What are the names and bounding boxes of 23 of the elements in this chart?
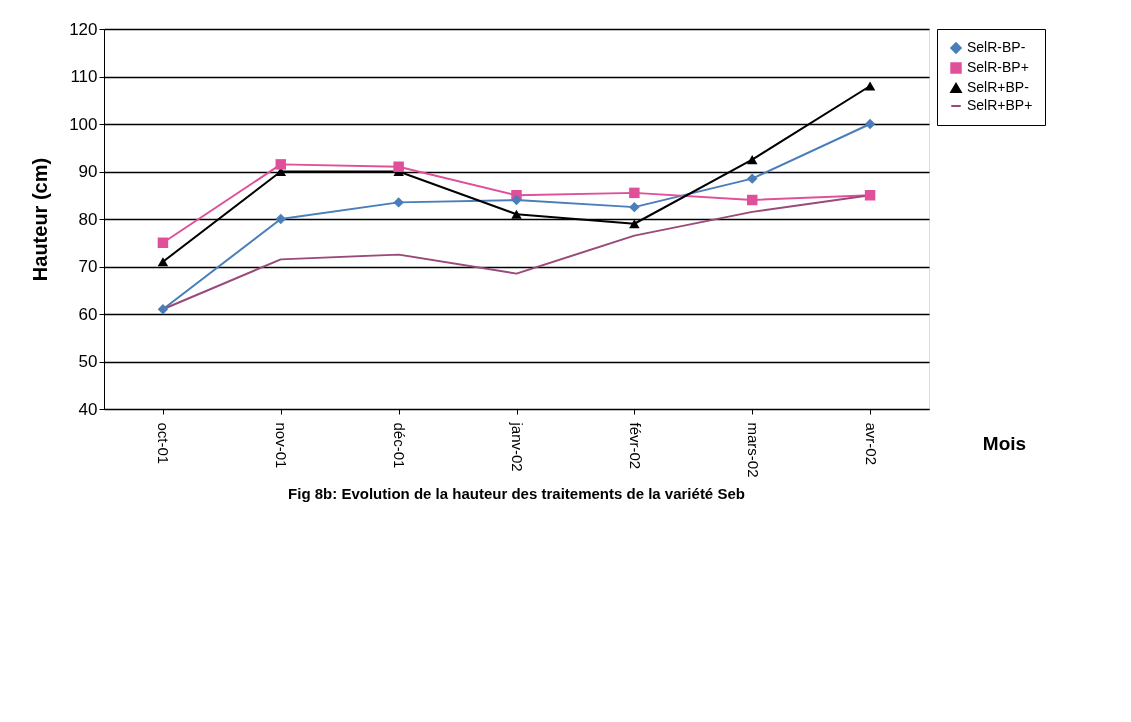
y-tick-label: 120	[69, 19, 98, 39]
legend-label: SelR-BP-	[967, 39, 1026, 55]
y-tick-label: 110	[70, 67, 98, 86]
y-tick-label: 40	[78, 399, 98, 419]
y-tick-label: 90	[78, 162, 98, 181]
y-tick-label: 50	[78, 352, 98, 371]
y-tick-label: 100	[69, 114, 98, 134]
y-axis-title: Hauteur (cm)	[29, 157, 52, 282]
x-tick-label: févr-02	[626, 422, 644, 470]
x-tick-label: avr-02	[862, 422, 880, 466]
x-axis-title: Mois	[982, 432, 1027, 454]
x-tick-label: oct-01	[155, 422, 173, 465]
x-tick-label: déc-01	[391, 422, 409, 469]
legend-label: SelR+BP+	[967, 97, 1033, 113]
x-tick-label: janv-02	[509, 421, 526, 472]
legend-label: SelR-BP+	[967, 59, 1029, 75]
x-tick-label: nov-01	[273, 422, 291, 469]
x-tick-label: mars-02	[744, 422, 762, 478]
caption: Fig 8b: Evolution de la hauteur des traitements de la variété Seb	[288, 485, 745, 503]
y-tick-label: 60	[78, 304, 98, 324]
legend-label: SelR+BP-	[967, 79, 1030, 95]
y-tick-label: 70	[78, 257, 98, 276]
y-tick-label: 80	[78, 209, 98, 229]
